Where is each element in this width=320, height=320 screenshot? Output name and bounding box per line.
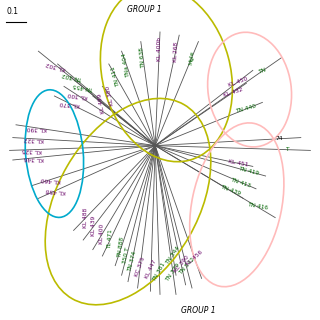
Text: TN 542: TN 542 (178, 257, 196, 276)
Text: KL 458: KL 458 (46, 187, 66, 194)
Text: TN 413: TN 413 (230, 177, 252, 188)
Text: 0.1: 0.1 (6, 7, 18, 16)
Text: TN 381: TN 381 (152, 262, 167, 283)
Text: TN 411: TN 411 (111, 66, 121, 87)
Text: KL 439: KL 439 (91, 216, 97, 236)
Text: KL 390: KL 390 (27, 125, 47, 131)
Text: KL 380: KL 380 (106, 85, 115, 106)
Text: KC 375: KC 375 (134, 256, 146, 277)
Text: KC 390: KC 390 (172, 254, 190, 274)
Text: KL 400b: KL 400b (157, 37, 162, 61)
Text: T: T (285, 147, 289, 152)
Text: KL 499: KL 499 (98, 93, 106, 114)
Text: 350 T: 350 T (123, 247, 131, 264)
Text: GROUP 1: GROUP 1 (181, 306, 216, 315)
Text: Mgle: Mgle (189, 50, 195, 65)
Text: KL 325: KL 325 (21, 147, 42, 153)
Text: GROUP 1: GROUP 1 (127, 5, 161, 14)
Text: KL 456: KL 456 (186, 250, 204, 267)
Text: TN 379: TN 379 (165, 262, 181, 282)
Text: TL 471: TL 471 (107, 229, 114, 250)
Text: KL 370: KL 370 (59, 100, 80, 107)
Text: TN 638: TN 638 (140, 46, 146, 68)
Text: TN 888: TN 888 (117, 237, 125, 259)
Text: TN 419: TN 419 (238, 166, 260, 176)
Text: KL 488: KL 488 (83, 207, 89, 228)
Text: KL 447: KL 447 (145, 259, 158, 280)
Text: KL 302: KL 302 (45, 60, 66, 70)
Text: TN 416: TN 416 (246, 203, 268, 211)
Text: KL 300: KL 300 (67, 92, 88, 99)
Text: KL 346: KL 346 (24, 155, 44, 161)
Text: KL 460: KL 460 (40, 176, 61, 183)
Text: KL 268: KL 268 (172, 42, 179, 62)
Text: TN 344: TN 344 (165, 246, 181, 266)
Text: TNa 404: TNa 404 (122, 53, 131, 78)
Text: KL 400: KL 400 (99, 224, 105, 244)
Text: TN 302: TN 302 (61, 72, 83, 81)
Text: KL 322: KL 322 (24, 136, 44, 142)
Text: KL 432: KL 432 (222, 87, 243, 98)
Text: TN 455: TN 455 (72, 83, 94, 92)
Text: TN 440: TN 440 (236, 104, 257, 114)
Text: KL 451: KL 451 (228, 159, 249, 167)
Text: TN: TN (258, 67, 267, 75)
Text: KL 450: KL 450 (228, 76, 249, 87)
Text: TN 439: TN 439 (219, 185, 241, 196)
Text: 74: 74 (275, 136, 283, 141)
Text: TN 374: TN 374 (127, 250, 137, 272)
